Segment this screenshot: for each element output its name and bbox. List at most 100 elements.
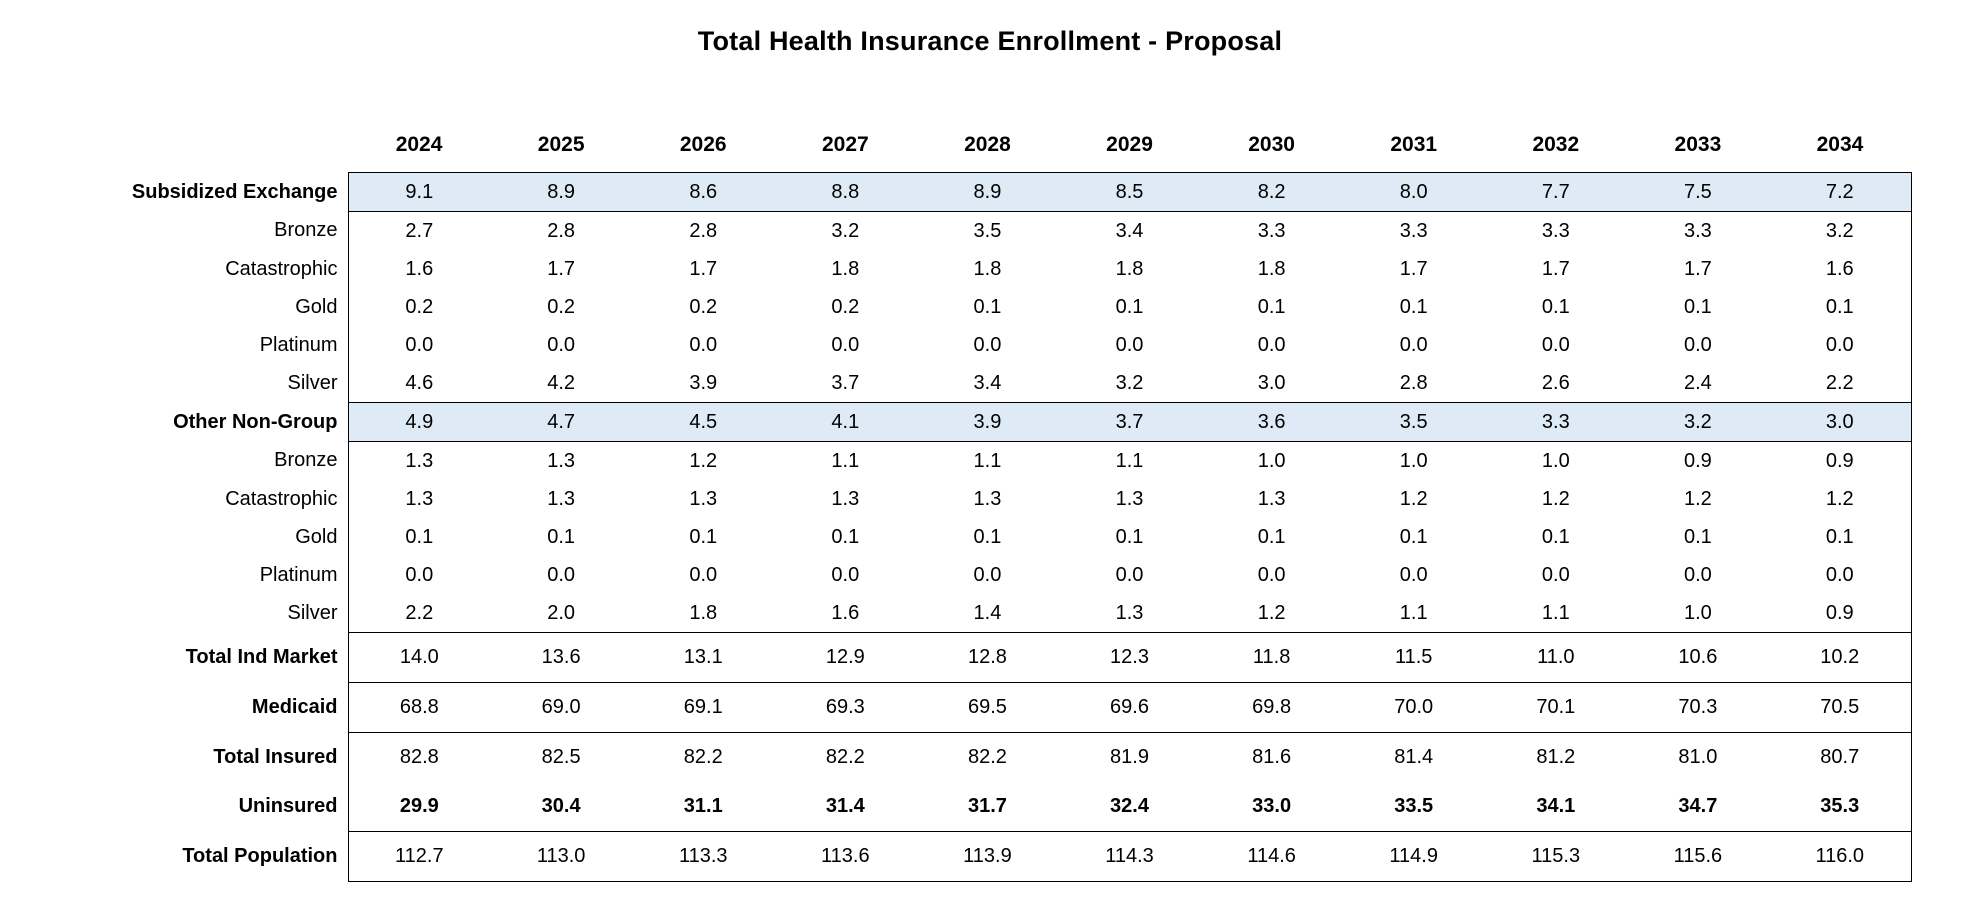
cell-value: 2.0	[547, 601, 576, 624]
cell-value: 1.7	[689, 257, 718, 280]
row-label: Catastrophic	[225, 257, 338, 280]
cell-value: 8.8	[774, 172, 917, 212]
table-row: Platinum 0.0 0.0 0.0 0.0 0.0 0.0 0.0 0.0 0.0 0.0 0.…	[0, 556, 1912, 594]
cell-value: 4.6	[347, 364, 491, 403]
cell-value: 1.6	[831, 601, 860, 624]
cell-value: 0.2	[347, 288, 491, 326]
cell-value: 4.2	[547, 371, 576, 394]
cell-value: 1.3	[347, 441, 491, 480]
cell-value: 1.0	[1399, 449, 1428, 472]
cell-value: 0.0	[689, 563, 718, 586]
cell-value: 69.6	[1058, 682, 1201, 733]
cell-value: 115.6	[1626, 831, 1769, 882]
cell-value: 31.4	[774, 782, 917, 832]
table-row: Medicaid 68.8 69.0 69.1 69.3 69.5 69.6 69.8 70.0…	[0, 682, 1912, 733]
cell-value: 1.1	[831, 449, 860, 472]
cell-value: 0.1	[831, 525, 860, 548]
cell-value: 0.0	[1683, 333, 1712, 356]
cell-value: 0.1	[973, 525, 1002, 548]
cell-value: 1.8	[831, 257, 860, 280]
cell-value: 70.0	[1342, 682, 1485, 733]
row-label: Total Ind Market	[185, 646, 338, 668]
cell-value: 12.3	[1058, 632, 1201, 683]
table-row: Total Ind Market 14.0 13.6 13.1 12.9 12.8 12.3…	[0, 632, 1912, 683]
cell-value: 0.0	[347, 326, 491, 364]
cell-value: 0.1	[1768, 288, 1912, 326]
cell-value: 8.6	[632, 172, 775, 212]
cell-value: 0.0	[547, 563, 576, 586]
enrollment-table: 2024 2025 2026 2027 2028 2029 2030 2031 2032 2033…	[0, 58, 1912, 882]
cell-value: 114.6	[1200, 831, 1343, 882]
cell-value: 3.3	[1399, 219, 1428, 242]
cell-value: 81.9	[1110, 746, 1149, 768]
cell-value: 34.1	[1484, 782, 1627, 832]
year-column-header: 2025	[537, 133, 585, 156]
table-row: Uninsured 29.9 30.4 31.1 31.4 31.7 32.4 33.0 33.…	[0, 782, 1912, 832]
cell-value: 0.0	[1399, 333, 1428, 356]
cell-value: 3.3	[1683, 219, 1712, 242]
cell-value: 4.9	[347, 402, 491, 442]
cell-value: 0.1	[1115, 295, 1144, 318]
cell-value: 11.5	[1342, 632, 1485, 683]
cell-value: 1.2	[1541, 487, 1570, 510]
cell-value: 82.8	[347, 732, 491, 782]
cell-value: 1.3	[689, 487, 718, 510]
table-row: Catastrophic 1.6 1.7 1.7 1.8 1.8 1.8 1.8 1.7 1.7 1…	[0, 250, 1912, 288]
cell-value: 113.6	[774, 831, 917, 882]
cell-value: 0.9	[1683, 449, 1712, 472]
cell-value: 81.2	[1536, 746, 1576, 768]
cell-value: 2.2	[1768, 364, 1912, 403]
cell-value: 33.5	[1342, 782, 1485, 832]
cell-value: 29.9	[347, 782, 491, 832]
row-label: Silver	[287, 371, 338, 394]
cell-value: 115.3	[1484, 831, 1627, 882]
cell-value: 1.3	[547, 487, 576, 510]
cell-value: 3.2	[1115, 371, 1144, 394]
row-label: Uninsured	[238, 795, 338, 818]
cell-value: 0.1	[1541, 295, 1570, 318]
cell-value: 0.0	[689, 333, 718, 356]
cell-value: 7.7	[1484, 172, 1627, 212]
row-label: Silver	[287, 601, 338, 624]
cell-value: 3.6	[1200, 402, 1343, 442]
cell-value: 0.9	[1768, 594, 1912, 633]
cell-value: 0.0	[831, 563, 860, 586]
cell-value: 11.8	[1200, 632, 1343, 683]
cell-value: 2.6	[1541, 371, 1570, 394]
cell-value: 69.0	[490, 682, 633, 733]
cell-value: 113.0	[490, 831, 633, 882]
cell-value: 0.0	[973, 333, 1002, 356]
year-column-header: 2033	[1674, 133, 1722, 156]
table-row: Total Population 112.7 113.0 113.3 113.6 113.…	[0, 831, 1912, 882]
cell-value: 12.8	[916, 632, 1059, 683]
cell-value: 0.0	[547, 333, 576, 356]
cell-value: 1.2	[1768, 480, 1912, 518]
cell-value: 1.6	[347, 250, 491, 288]
cell-value: 3.9	[916, 402, 1059, 442]
cell-value: 1.3	[1257, 487, 1286, 510]
cell-value: 0.0	[1257, 333, 1286, 356]
cell-value: 0.1	[1115, 525, 1144, 548]
row-label: Other Non-Group	[173, 410, 338, 433]
cell-value: 0.2	[689, 295, 718, 318]
cell-value: 0.2	[547, 295, 576, 318]
cell-value: 1.2	[1683, 487, 1712, 510]
cell-value: 9.1	[347, 172, 491, 212]
table-row: Bronze 2.7 2.8 2.8 3.2 3.5 3.4 3.3 3.3 3.3 3.3 3.2	[0, 211, 1912, 250]
cell-value: 1.7	[1399, 257, 1428, 280]
cell-value: 0.1	[973, 295, 1002, 318]
cell-value: 12.9	[774, 632, 917, 683]
cell-value: 3.0	[1257, 371, 1286, 394]
cell-value: 82.2	[967, 746, 1007, 768]
cell-value: 3.4	[973, 371, 1002, 394]
cell-value: 35.3	[1768, 782, 1912, 832]
cell-value: 34.7	[1626, 782, 1769, 832]
cell-value: 1.0	[1541, 449, 1570, 472]
cell-value: 31.1	[632, 782, 775, 832]
cell-value: 0.0	[1399, 563, 1428, 586]
cell-value: 8.9	[490, 172, 633, 212]
cell-value: 69.5	[916, 682, 1059, 733]
row-label: Total Population	[182, 845, 338, 867]
cell-value: 0.1	[1257, 525, 1286, 548]
cell-value: 3.2	[1768, 211, 1912, 250]
